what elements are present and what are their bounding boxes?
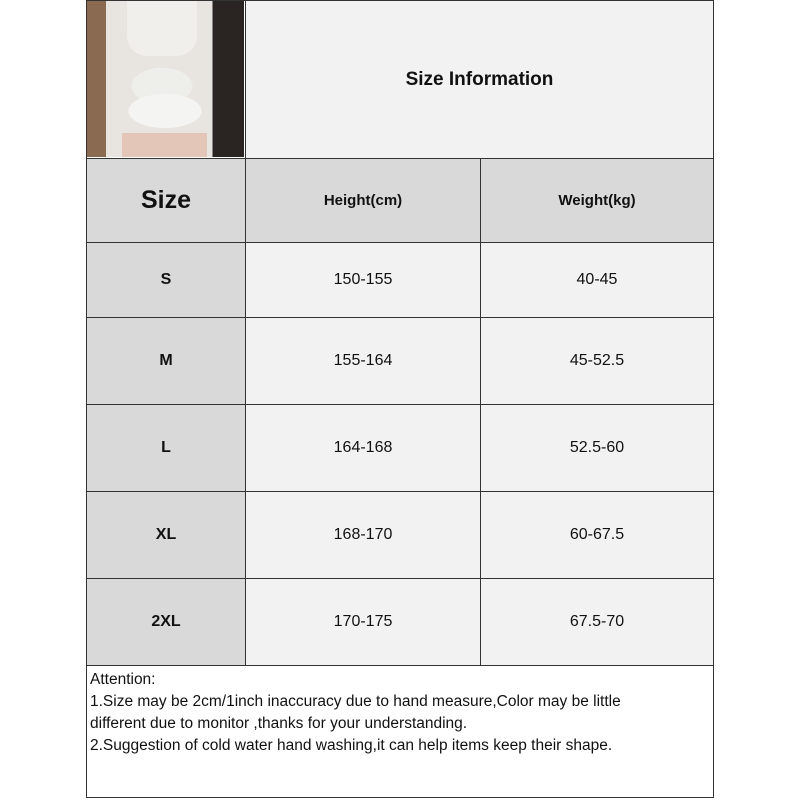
attention-line: 2.Suggestion of cold water hand washing,… xyxy=(90,737,613,754)
weight-cell: 52.5-60 xyxy=(480,404,714,492)
header-size: Size xyxy=(86,158,246,243)
height-cell: 164-168 xyxy=(245,404,481,492)
product-photo xyxy=(87,1,244,157)
height-cell: 155-164 xyxy=(245,317,481,405)
attention-line: 1.Size may be 2cm/1inch inaccuracy due t… xyxy=(90,693,621,710)
header-height: Height(cm) xyxy=(245,158,481,243)
weight-cell: 60-67.5 xyxy=(480,491,714,579)
size-cell: 2XL xyxy=(86,578,246,666)
size-cell: XL xyxy=(86,491,246,579)
attention-line: different due to monitor ,thanks for you… xyxy=(90,715,468,732)
height-cell: 168-170 xyxy=(245,491,481,579)
header-weight: Weight(kg) xyxy=(480,158,714,243)
attention-note: Attention: 1.Size may be 2cm/1inch inacc… xyxy=(86,665,714,798)
size-cell: M xyxy=(86,317,246,405)
size-cell: L xyxy=(86,404,246,492)
weight-cell: 67.5-70 xyxy=(480,578,714,666)
size-cell: S xyxy=(86,242,246,318)
product-photo-cell xyxy=(86,0,246,159)
weight-cell: 45-52.5 xyxy=(480,317,714,405)
weight-cell: 40-45 xyxy=(480,242,714,318)
height-cell: 170-175 xyxy=(245,578,481,666)
page-title: Size Information xyxy=(245,0,714,159)
attention-heading: Attention: xyxy=(90,671,156,688)
height-cell: 150-155 xyxy=(245,242,481,318)
